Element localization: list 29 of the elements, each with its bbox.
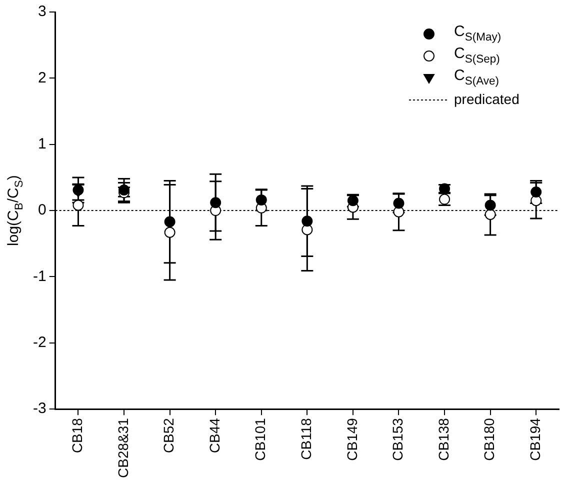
y-tick-label: -3: [32, 400, 46, 418]
x-tick-label: CB101: [252, 418, 268, 461]
y-tick-label: 0: [38, 202, 46, 219]
x-tick-label: CB138: [435, 418, 452, 461]
point: [164, 216, 176, 228]
point: [164, 226, 176, 238]
x-tick-label: CB118: [298, 418, 314, 460]
x-tick-label: CB18: [69, 418, 86, 454]
point: [72, 200, 84, 211]
point: [210, 197, 222, 208]
point: [484, 209, 496, 220]
point: [530, 186, 542, 198]
x-tick-label: CB194: [526, 418, 543, 461]
x-tick-label: CB149: [344, 418, 360, 461]
point: [302, 216, 313, 227]
x-tick-label: CB153: [390, 418, 406, 461]
y-tick-label: -1: [32, 268, 46, 285]
x-tick-label: CB180: [481, 418, 498, 461]
legend-label: predicated: [454, 90, 520, 107]
y-tick-label: 2: [38, 69, 46, 86]
y-axis-title: log(CB/CS): [5, 175, 26, 246]
x-tick-label: CB44: [206, 418, 222, 454]
y-tick-label: -2: [32, 334, 46, 352]
x-tick-label: CB28&31: [114, 418, 131, 478]
point: [72, 184, 84, 196]
x-tick-label: CB52: [160, 418, 177, 454]
y-tick-label: 3: [38, 3, 46, 20]
point: [256, 194, 267, 206]
y-tick-label: 1: [38, 135, 46, 152]
